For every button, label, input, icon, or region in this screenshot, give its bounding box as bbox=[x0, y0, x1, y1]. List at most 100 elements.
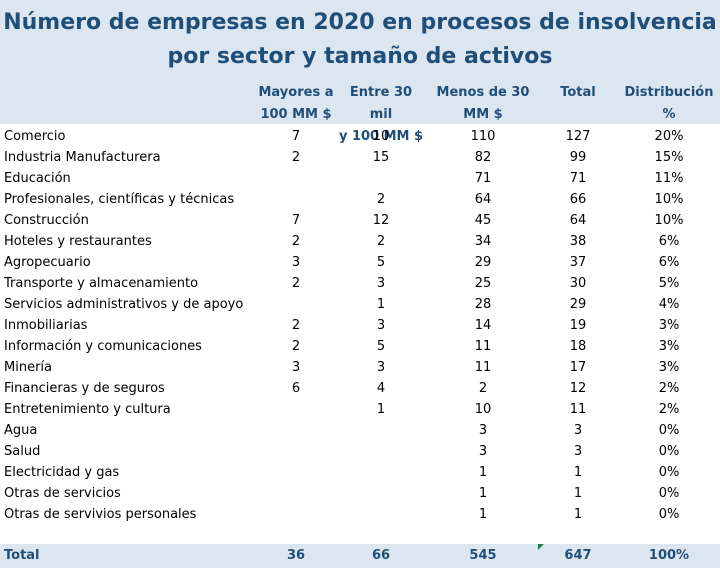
cell-entre: 3 bbox=[376, 360, 386, 375]
cell-total: 19 bbox=[569, 318, 587, 333]
column-header-line: Entre 30 mil bbox=[349, 85, 413, 122]
table-row: Información y comunicaciones 2 5 11 18 3% bbox=[0, 336, 720, 357]
totals-distribucion: 100% bbox=[648, 548, 690, 563]
cell-sector: Inmobiliarias bbox=[4, 318, 88, 333]
cell-dist: 0% bbox=[658, 465, 680, 480]
cell-menos: 29 bbox=[474, 255, 492, 270]
cell-sector: Financieras y de seguros bbox=[4, 381, 165, 396]
cell-dist: 3% bbox=[658, 318, 680, 333]
cell-mayores: 2 bbox=[291, 234, 301, 249]
cell-mayores: 2 bbox=[291, 276, 301, 291]
cell-menos: 34 bbox=[474, 234, 492, 249]
cell-sector: Minería bbox=[4, 360, 52, 375]
cell-dist: 6% bbox=[658, 255, 680, 270]
table-row: Industria Manufacturera 2 15 82 99 15% bbox=[0, 147, 720, 168]
cell-total: 1 bbox=[573, 486, 583, 501]
cell-mayores: 2 bbox=[291, 339, 301, 354]
table-row: Otras de servicios 1 1 0% bbox=[0, 483, 720, 504]
column-header-line: y 100 MM $ bbox=[338, 129, 424, 144]
cell-dist: 4% bbox=[658, 297, 680, 312]
cell-sector: Otras de servivios personales bbox=[4, 507, 197, 522]
cell-dist: 2% bbox=[658, 381, 680, 396]
cell-total: 127 bbox=[565, 129, 591, 144]
cell-mayores: 3 bbox=[291, 255, 301, 270]
cell-mayores: 2 bbox=[291, 318, 301, 333]
totals-entre: 66 bbox=[371, 548, 391, 563]
cell-sector: Industria Manufacturera bbox=[4, 150, 161, 165]
cell-sector: Construcción bbox=[4, 213, 89, 228]
cell-sector: Salud bbox=[4, 444, 41, 459]
table-row: Salud 3 3 0% bbox=[0, 441, 720, 462]
cell-dist: 11% bbox=[654, 171, 684, 186]
table-row: Comercio 7 10 110 127 20% bbox=[0, 126, 720, 147]
totals-row: Total 36 66 545 647 100% bbox=[0, 544, 720, 568]
cell-sector: Servicios administrativos y de apoyo bbox=[4, 297, 244, 312]
cell-sector: Agropecuario bbox=[4, 255, 91, 270]
cell-menos: 71 bbox=[474, 171, 492, 186]
cell-total: 1 bbox=[573, 465, 583, 480]
cell-menos: 3 bbox=[478, 444, 488, 459]
totals-menos: 545 bbox=[469, 548, 497, 563]
cell-sector: Profesionales, científicas y técnicas bbox=[4, 192, 235, 207]
cell-sector: Electricidad y gas bbox=[4, 465, 120, 480]
cell-mayores: 7 bbox=[291, 129, 301, 144]
cell-dist: 15% bbox=[654, 150, 684, 165]
cell-dist: 2% bbox=[658, 402, 680, 417]
column-header-total: Total bbox=[548, 82, 608, 104]
column-header-line: % bbox=[662, 107, 676, 122]
cell-dist: 0% bbox=[658, 486, 680, 501]
cell-entre: 10 bbox=[372, 129, 390, 144]
column-header-line: Distribución bbox=[624, 85, 714, 100]
column-header-line: MM $ bbox=[463, 107, 503, 122]
cell-dist: 10% bbox=[654, 213, 684, 228]
cell-total: 3 bbox=[573, 444, 583, 459]
cell-menos: 1 bbox=[478, 507, 488, 522]
cell-dist: 3% bbox=[658, 339, 680, 354]
cell-total: 64 bbox=[569, 213, 587, 228]
cell-menos: 10 bbox=[474, 402, 492, 417]
cell-entre: 1 bbox=[376, 297, 386, 312]
table-row: Construcción 7 12 45 64 10% bbox=[0, 210, 720, 231]
cell-sector: Entretenimiento y cultura bbox=[4, 402, 171, 417]
column-header-line: Menos de 30 bbox=[436, 85, 530, 100]
cell-dist: 3% bbox=[658, 360, 680, 375]
cell-sector: Transporte y almacenamiento bbox=[4, 276, 199, 291]
cell-entre: 15 bbox=[372, 150, 390, 165]
table-row: Servicios administrativos y de apoyo 1 28 2… bbox=[0, 294, 720, 315]
cell-entre: 2 bbox=[376, 192, 386, 207]
cell-menos: 110 bbox=[470, 129, 496, 144]
cell-entre: 3 bbox=[376, 276, 386, 291]
cell-total: 3 bbox=[573, 423, 583, 438]
totals-label: Total bbox=[4, 548, 40, 563]
cell-menos: 25 bbox=[474, 276, 492, 291]
cell-entre: 2 bbox=[376, 234, 386, 249]
cell-mayores: 7 bbox=[291, 213, 301, 228]
cell-total: 99 bbox=[569, 150, 587, 165]
cell-dist: 0% bbox=[658, 444, 680, 459]
table-row: Inmobiliarias 2 3 14 19 3% bbox=[0, 315, 720, 336]
cell-sector: Información y comunicaciones bbox=[4, 339, 202, 354]
cell-menos: 64 bbox=[474, 192, 492, 207]
cell-dist: 10% bbox=[654, 192, 684, 207]
cell-mayores: 6 bbox=[291, 381, 301, 396]
cell-menos: 1 bbox=[478, 486, 488, 501]
table-row: Transporte y almacenamiento 2 3 25 30 5% bbox=[0, 273, 720, 294]
cell-sector: Comercio bbox=[4, 129, 66, 144]
cell-entre: 4 bbox=[376, 381, 386, 396]
cell-menos: 28 bbox=[474, 297, 492, 312]
table-row: Hoteles y restaurantes 2 2 34 38 6% bbox=[0, 231, 720, 252]
totals-mayores: 36 bbox=[286, 548, 306, 563]
cell-menos: 2 bbox=[478, 381, 488, 396]
column-header-mayores: Mayores a 100 MM $ bbox=[256, 82, 336, 126]
table-row: Otras de servivios personales 1 1 0% bbox=[0, 504, 720, 525]
cell-menos: 11 bbox=[474, 339, 492, 354]
cell-dist: 0% bbox=[658, 507, 680, 522]
cell-menos: 14 bbox=[474, 318, 492, 333]
cell-dist: 0% bbox=[658, 423, 680, 438]
cell-total: 66 bbox=[569, 192, 587, 207]
totals-total: 647 bbox=[564, 548, 592, 563]
table-row: Agropecuario 3 5 29 37 6% bbox=[0, 252, 720, 273]
cell-entre: 5 bbox=[376, 255, 386, 270]
column-header-line: 100 MM $ bbox=[260, 107, 332, 122]
cell-menos: 45 bbox=[474, 213, 492, 228]
